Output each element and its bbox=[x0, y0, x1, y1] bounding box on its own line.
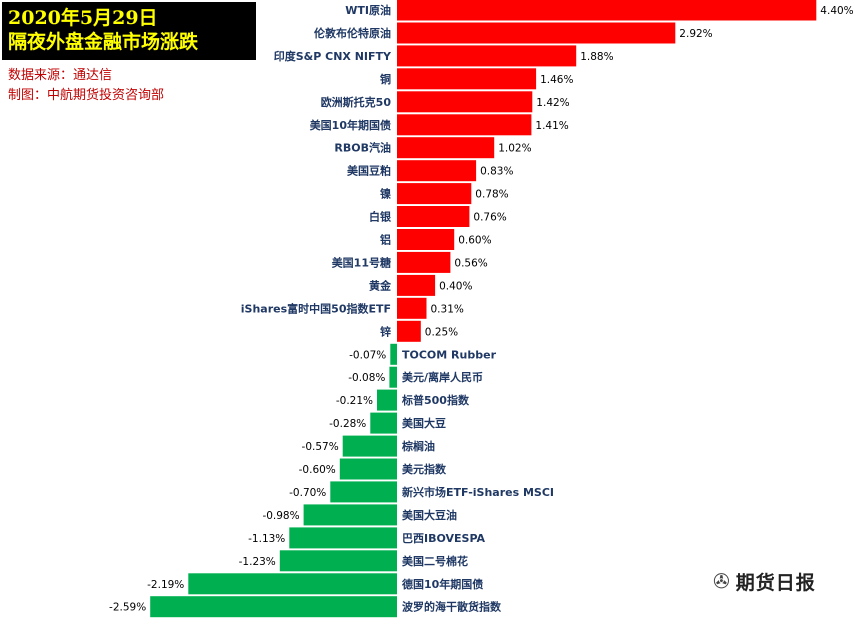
data-label: 0.60% bbox=[458, 235, 491, 247]
bar bbox=[150, 596, 397, 618]
data-label: -0.57% bbox=[302, 441, 339, 453]
category-label: WTI原油 bbox=[345, 3, 391, 17]
data-label: -0.98% bbox=[262, 510, 299, 522]
bar bbox=[397, 274, 436, 296]
data-label: -0.70% bbox=[289, 487, 326, 499]
data-label: -1.13% bbox=[248, 533, 285, 545]
category-label: 棕榈油 bbox=[401, 439, 435, 453]
data-label: 1.02% bbox=[498, 143, 531, 155]
data-label: -1.23% bbox=[239, 556, 276, 568]
data-label: 0.76% bbox=[473, 212, 506, 224]
data-label: 0.78% bbox=[475, 189, 508, 201]
bar bbox=[397, 297, 427, 319]
bar bbox=[390, 343, 397, 365]
category-label: 巴西IBOVESPA bbox=[402, 532, 486, 545]
data-source: 数据来源：通达信 bbox=[8, 68, 113, 83]
bar bbox=[397, 45, 577, 67]
data-label: 0.25% bbox=[425, 326, 458, 338]
bar bbox=[397, 183, 472, 205]
category-label: TOCOM Rubber bbox=[402, 348, 497, 361]
data-label: -0.60% bbox=[299, 464, 336, 476]
bar bbox=[397, 22, 676, 44]
bar bbox=[330, 481, 397, 503]
category-label: 铜 bbox=[379, 72, 391, 86]
category-label: 美国11号糖 bbox=[332, 255, 391, 269]
bar bbox=[397, 91, 533, 113]
chart-credit: 制图：中航期货投资咨询部 bbox=[8, 88, 165, 103]
category-label: 美国二号棉花 bbox=[402, 554, 468, 568]
bar bbox=[397, 68, 537, 90]
bar bbox=[370, 412, 397, 434]
bar bbox=[342, 435, 397, 457]
bar bbox=[188, 573, 397, 595]
data-label: -0.28% bbox=[329, 418, 366, 430]
category-label: 美国10年期国债 bbox=[310, 118, 391, 132]
bar bbox=[303, 504, 397, 526]
category-label: 标普500指数 bbox=[401, 393, 470, 407]
data-label: 4.40% bbox=[820, 5, 853, 17]
bar bbox=[397, 137, 495, 159]
category-label: RBOB汽油 bbox=[334, 141, 391, 155]
category-label: 白银 bbox=[369, 210, 392, 224]
category-label: 伦敦布伦特原油 bbox=[314, 26, 391, 40]
data-label: 0.31% bbox=[431, 303, 464, 315]
category-label: 铝 bbox=[380, 233, 391, 247]
category-label: 黄金 bbox=[369, 278, 392, 292]
category-label: 波罗的海干散货指数 bbox=[402, 600, 502, 614]
chart-date: 2020年5月29日 bbox=[8, 7, 158, 29]
bar bbox=[339, 458, 397, 480]
bar bbox=[289, 527, 397, 549]
data-label: 1.42% bbox=[536, 97, 569, 109]
wechat-icon: ✇ bbox=[713, 569, 730, 593]
data-label: 0.83% bbox=[480, 166, 513, 178]
category-label: 印度S&P CNX NIFTY bbox=[274, 49, 392, 63]
data-label: 1.46% bbox=[540, 74, 573, 86]
category-label: 新兴市场ETF-iShares MSCI bbox=[402, 485, 554, 499]
data-label: -2.19% bbox=[147, 579, 184, 591]
data-label: 1.88% bbox=[580, 51, 613, 63]
data-label: 1.41% bbox=[535, 120, 568, 132]
title-box: 2020年5月29日 隔夜外盘金融市场涨跌 bbox=[2, 2, 256, 60]
category-label: iShares富时中国50指数ETF bbox=[241, 301, 391, 315]
bar bbox=[397, 229, 455, 250]
bar bbox=[397, 320, 421, 342]
category-label: 美国大豆 bbox=[402, 416, 446, 430]
category-label: 欧洲斯托克50 bbox=[321, 95, 392, 109]
bar bbox=[397, 206, 470, 227]
data-label: -2.59% bbox=[109, 602, 146, 614]
watermark: ✇ 期货日报 bbox=[713, 568, 816, 594]
data-label: 0.40% bbox=[439, 280, 472, 292]
bar bbox=[397, 251, 451, 273]
category-label: 美国豆粕 bbox=[347, 164, 391, 178]
bar bbox=[377, 389, 397, 411]
bar bbox=[397, 0, 817, 21]
chart-title: 隔夜外盘金融市场涨跌 bbox=[8, 31, 199, 53]
data-label: -0.21% bbox=[336, 395, 373, 407]
bar bbox=[279, 550, 397, 572]
bar bbox=[397, 160, 477, 182]
category-label: 锌 bbox=[380, 324, 391, 338]
data-label: 2.92% bbox=[679, 28, 712, 40]
category-label: 美元/离岸人民币 bbox=[402, 370, 483, 384]
bar bbox=[397, 114, 532, 136]
watermark-text: 期货日报 bbox=[735, 571, 816, 594]
bar bbox=[389, 366, 397, 388]
category-label: 镍 bbox=[380, 187, 391, 201]
category-label: 美国大豆油 bbox=[402, 508, 457, 522]
data-label: -0.08% bbox=[348, 372, 385, 384]
data-label: 0.56% bbox=[454, 257, 487, 269]
category-label: 德国10年期国债 bbox=[401, 577, 483, 591]
category-label: 美元指数 bbox=[402, 462, 447, 476]
data-label: -0.07% bbox=[349, 349, 386, 361]
